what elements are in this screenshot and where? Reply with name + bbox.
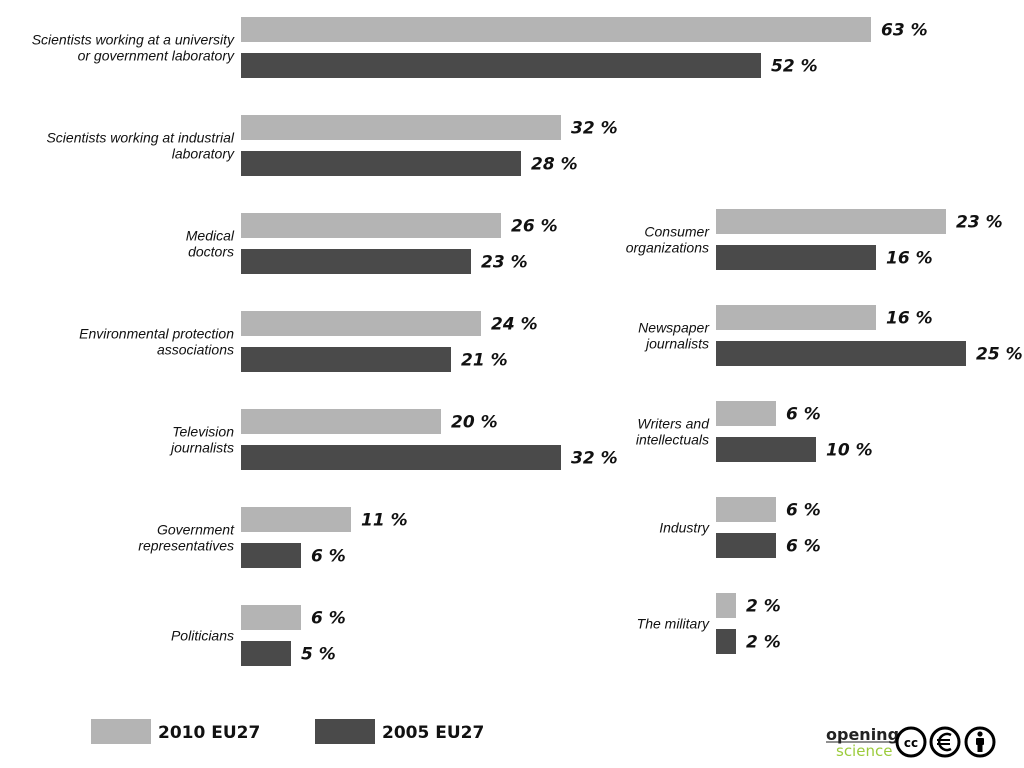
branding-area: opening science cc bbox=[826, 725, 996, 760]
category-label-government-representatives: representatives bbox=[138, 538, 234, 554]
bar-scientists-working-at-industrial-laboratory-2010-eu27 bbox=[241, 115, 561, 140]
bar-television-journalists-2010-eu27 bbox=[241, 409, 441, 434]
legend-swatch-2005-eu27 bbox=[315, 719, 375, 744]
value-label-newspaper-journalists-2005-eu27: 25 % bbox=[976, 345, 1023, 365]
bar-politicians-2010-eu27 bbox=[241, 605, 301, 630]
value-label-politicians-2010-eu27: 6 % bbox=[311, 609, 346, 629]
category-label-scientists-working-at-a-university-or-government-laboratory: Scientists working at a university bbox=[32, 32, 235, 48]
value-label-writers-and-intellectuals-2010-eu27: 6 % bbox=[786, 405, 821, 425]
bar-newspaper-journalists-2010-eu27 bbox=[716, 305, 876, 330]
bar-the-military-2010-eu27 bbox=[716, 593, 736, 618]
category-label-scientists-working-at-industrial-laboratory: laboratory bbox=[172, 146, 235, 162]
bar-politicians-2005-eu27 bbox=[241, 641, 291, 666]
bar-scientists-working-at-industrial-laboratory-2005-eu27 bbox=[241, 151, 521, 176]
value-label-consumer-organizations-2010-eu27: 23 % bbox=[956, 213, 1003, 233]
value-label-television-journalists-2010-eu27: 20 % bbox=[451, 413, 498, 433]
chart-legend: 2010 EU27 2005 EU27 bbox=[91, 719, 484, 744]
bar-newspaper-journalists-2005-eu27 bbox=[716, 341, 966, 366]
value-label-environmental-protection-associations-2005-eu27: 21 % bbox=[461, 351, 508, 371]
value-label-scientists-working-at-industrial-laboratory-2005-eu27: 28 % bbox=[531, 155, 578, 175]
attribution-icon bbox=[964, 726, 996, 758]
value-label-consumer-organizations-2005-eu27: 16 % bbox=[886, 249, 933, 269]
value-label-politicians-2005-eu27: 5 % bbox=[301, 645, 336, 665]
cc-icon-text: cc bbox=[904, 736, 918, 750]
bar-writers-and-intellectuals-2005-eu27 bbox=[716, 437, 816, 462]
value-label-television-journalists-2005-eu27: 32 % bbox=[571, 449, 618, 469]
value-label-environmental-protection-associations-2010-eu27: 24 % bbox=[491, 315, 538, 335]
bar-scientists-working-at-a-university-or-government-laboratory-2005-eu27 bbox=[241, 53, 761, 78]
value-label-scientists-working-at-a-university-or-government-laboratory-2005-eu27: 52 % bbox=[771, 57, 818, 77]
bar-industry-2005-eu27 bbox=[716, 533, 776, 558]
category-label-environmental-protection-associations: Environmental protection bbox=[79, 326, 234, 342]
bar-medical-doctors-2005-eu27 bbox=[241, 249, 471, 274]
bar-industry-2010-eu27 bbox=[716, 497, 776, 522]
value-label-industry-2005-eu27: 6 % bbox=[786, 537, 821, 557]
category-label-scientists-working-at-industrial-laboratory: Scientists working at industrial bbox=[46, 130, 234, 146]
bar-government-representatives-2005-eu27 bbox=[241, 543, 301, 568]
category-label-writers-and-intellectuals: Writers and bbox=[637, 416, 710, 432]
bar-environmental-protection-associations-2005-eu27 bbox=[241, 347, 451, 372]
legend-label-2010-eu27: 2010 EU27 bbox=[158, 723, 260, 743]
category-label-newspaper-journalists: journalists bbox=[644, 336, 709, 352]
legend-label-2005-eu27: 2005 EU27 bbox=[382, 723, 484, 743]
value-label-scientists-working-at-industrial-laboratory-2010-eu27: 32 % bbox=[571, 119, 618, 139]
value-label-medical-doctors-2005-eu27: 23 % bbox=[481, 253, 528, 273]
bar-environmental-protection-associations-2010-eu27 bbox=[241, 311, 481, 336]
bar-government-representatives-2010-eu27 bbox=[241, 507, 351, 532]
value-label-government-representatives-2010-eu27: 11 % bbox=[361, 511, 408, 531]
category-label-television-journalists: journalists bbox=[169, 440, 234, 456]
value-label-industry-2010-eu27: 6 % bbox=[786, 501, 821, 521]
category-label-medical-doctors: doctors bbox=[188, 244, 234, 260]
value-label-writers-and-intellectuals-2005-eu27: 10 % bbox=[826, 441, 873, 461]
value-label-the-military-2010-eu27: 2 % bbox=[746, 597, 781, 617]
legend-swatch-2010-eu27 bbox=[91, 719, 151, 744]
value-label-newspaper-journalists-2010-eu27: 16 % bbox=[886, 309, 933, 329]
category-label-television-journalists: Television bbox=[172, 424, 234, 440]
non-commercial-icon bbox=[929, 726, 961, 758]
value-label-government-representatives-2005-eu27: 6 % bbox=[311, 547, 346, 567]
bar-medical-doctors-2010-eu27 bbox=[241, 213, 501, 238]
bar-writers-and-intellectuals-2010-eu27 bbox=[716, 401, 776, 426]
logo-text-science: science bbox=[836, 742, 892, 760]
category-label-consumer-organizations: organizations bbox=[626, 240, 709, 256]
category-label-scientists-working-at-a-university-or-government-laboratory: or government laboratory bbox=[78, 48, 235, 64]
logo-text-opening: opening bbox=[826, 725, 899, 744]
bar-television-journalists-2005-eu27 bbox=[241, 445, 561, 470]
cc-icon: cc bbox=[895, 726, 927, 758]
category-label-newspaper-journalists: Newspaper bbox=[638, 320, 710, 336]
category-label-politicians: Politicians bbox=[171, 628, 234, 644]
bar-scientists-working-at-a-university-or-government-laboratory-2010-eu27 bbox=[241, 17, 871, 42]
bar-consumer-organizations-2005-eu27 bbox=[716, 245, 876, 270]
category-label-the-military: The military bbox=[637, 616, 710, 632]
category-label-environmental-protection-associations: associations bbox=[157, 342, 234, 358]
value-label-the-military-2005-eu27: 2 % bbox=[746, 633, 781, 653]
bar-consumer-organizations-2010-eu27 bbox=[716, 209, 946, 234]
category-label-medical-doctors: Medical bbox=[186, 228, 235, 244]
bar-the-military-2005-eu27 bbox=[716, 629, 736, 654]
category-label-consumer-organizations: Consumer bbox=[644, 224, 710, 240]
value-label-scientists-working-at-a-university-or-government-laboratory-2010-eu27: 63 % bbox=[881, 21, 928, 41]
category-label-writers-and-intellectuals: intellectuals bbox=[636, 432, 709, 448]
chart-plot-area: 63 % 52 % Scientists working at a universi… bbox=[32, 17, 1023, 666]
value-label-medical-doctors-2010-eu27: 26 % bbox=[511, 217, 558, 237]
category-label-industry: Industry bbox=[659, 520, 710, 536]
category-label-government-representatives: Government bbox=[157, 522, 235, 538]
